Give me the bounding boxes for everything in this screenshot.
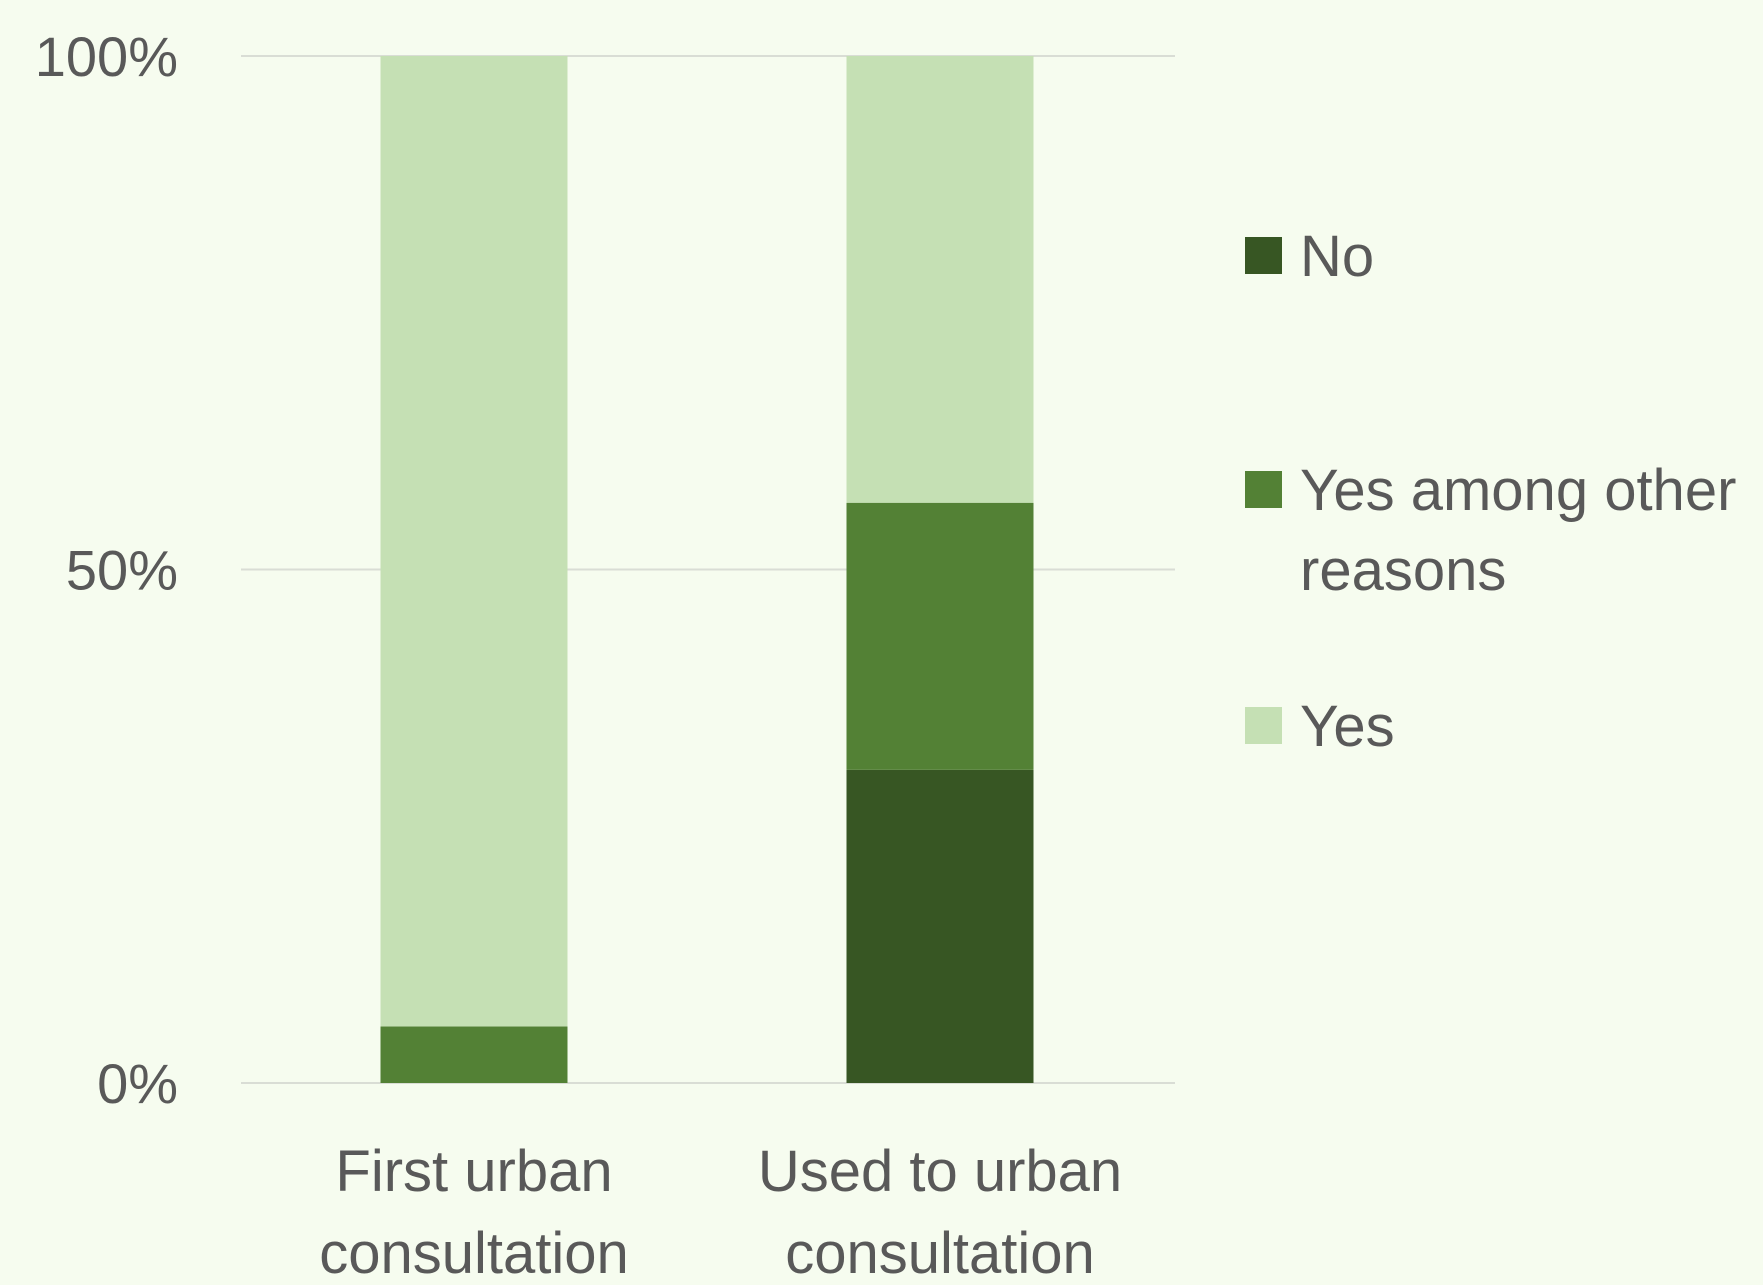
- y-tick-label: 100%: [35, 25, 178, 88]
- legend-label: Yes: [1300, 694, 1395, 759]
- legend-label: No: [1300, 224, 1374, 289]
- y-tick-label: 50%: [66, 539, 178, 602]
- bars: [380, 56, 1034, 1083]
- bar-segment-no: [846, 769, 1034, 1083]
- x-category-label: consultation: [785, 1221, 1095, 1285]
- x-category-label: Used to urban: [758, 1139, 1122, 1204]
- bar-segment-yes-among-other-reasons: [380, 1026, 568, 1083]
- bar-segment-yes-among-other-reasons: [846, 502, 1034, 770]
- x-category-label: consultation: [319, 1221, 629, 1285]
- y-tick-label: 0%: [97, 1052, 178, 1115]
- legend-label: Yes among other: [1300, 458, 1736, 523]
- x-axis-categories: First urban consultation Used to urban cons…: [319, 1139, 1122, 1285]
- bar-segment-yes: [380, 56, 568, 1027]
- legend: No Yes among other reasons Yes: [1245, 224, 1736, 759]
- legend-swatch: [1245, 707, 1282, 744]
- legend-swatch: [1245, 237, 1282, 274]
- x-category-label: First urban: [335, 1139, 612, 1204]
- legend-swatch: [1245, 471, 1282, 508]
- legend-label: reasons: [1300, 538, 1506, 603]
- bar-segment-yes: [846, 56, 1034, 503]
- y-axis-ticks: 0% 50% 100%: [35, 25, 178, 1115]
